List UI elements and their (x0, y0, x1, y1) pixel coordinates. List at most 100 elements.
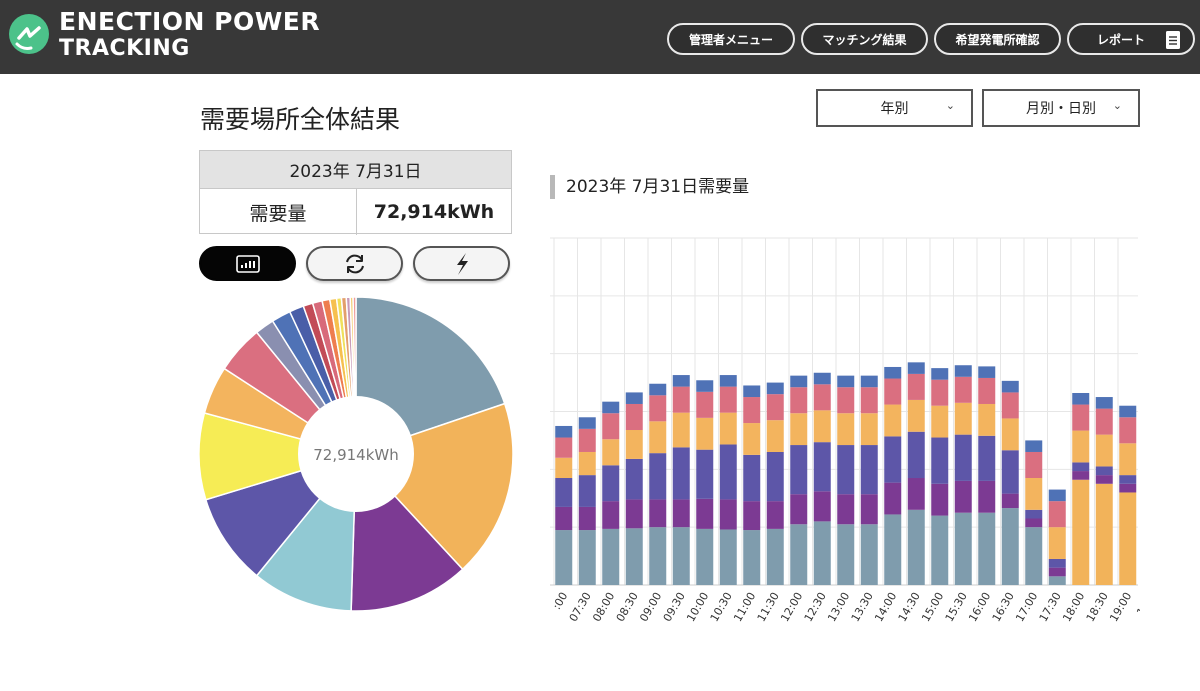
refresh-view-button[interactable] (306, 246, 403, 281)
bar-segment (813, 521, 831, 585)
logo-text[interactable]: ENECTION POWER TRACKING (59, 8, 320, 62)
bar-segment (884, 378, 902, 405)
bar-segment (625, 528, 643, 585)
bar-segment (602, 413, 620, 440)
x-tick-label: 17:00 (1013, 590, 1040, 624)
bar-segment (1048, 567, 1066, 577)
month-day-select-label: 月別・日別 (1026, 101, 1096, 117)
pie-center-hole (298, 396, 414, 512)
nav-admin-menu-button[interactable]: 管理者メニュー (667, 23, 795, 55)
bar-segment (555, 425, 573, 438)
lightning-icon (456, 252, 468, 275)
bar-segment (719, 375, 737, 387)
x-tick-label: 13:30 (849, 590, 876, 624)
bar-segment (696, 380, 714, 392)
year-select-label: 年別 (880, 101, 909, 117)
bar-segment (1119, 475, 1137, 484)
year-select[interactable]: 年別 ⌄ (816, 89, 973, 127)
bar-segment (954, 402, 972, 435)
grid-chart-icon (235, 254, 260, 273)
bar-segment (766, 451, 784, 502)
bar-segment (696, 528, 714, 585)
bar-segment (602, 528, 620, 585)
bar-segment (1048, 558, 1066, 568)
bar-segment (978, 366, 996, 378)
bar-segment (1048, 576, 1066, 585)
bar-segment (719, 499, 737, 530)
bar-segment (625, 499, 643, 529)
bar-segment (766, 420, 784, 452)
bar-segment (649, 499, 667, 528)
power-view-button[interactable] (413, 246, 510, 281)
x-tick-label: 11:30 (755, 590, 782, 624)
bar-segment (766, 501, 784, 529)
bar-segment (555, 478, 573, 507)
bar-segment (555, 506, 573, 531)
x-tick-label: 14:00 (872, 590, 899, 624)
bar-segment (578, 417, 596, 429)
bar-segment (790, 445, 808, 495)
x-tick-label: 11:00 (731, 590, 758, 624)
bar-segment (813, 410, 831, 443)
bar-segment (696, 417, 714, 450)
x-tick-label: 14:30 (896, 590, 923, 624)
bar-segment (1001, 508, 1019, 585)
bar-segment (578, 530, 596, 585)
bar-segment (954, 512, 972, 585)
bar-segment (931, 379, 949, 406)
bar-segment (743, 423, 761, 455)
bar-segment (1001, 392, 1019, 419)
bar-segment (884, 514, 902, 585)
x-tick-label: 09:00 (637, 590, 664, 624)
bar-segment (1095, 397, 1113, 409)
bar-segment (672, 375, 690, 387)
bar-segment (696, 498, 714, 529)
report-document-icon (1166, 31, 1180, 49)
x-tick-label: 09:30 (661, 590, 688, 624)
bar-segment (1072, 471, 1090, 480)
logo-icon[interactable] (9, 14, 49, 54)
bar-segment (907, 509, 925, 585)
bar-segment (1048, 489, 1066, 502)
bar-segment (1072, 462, 1090, 472)
bar-segment (813, 442, 831, 492)
nav-report-button[interactable]: レポート (1067, 23, 1195, 55)
summary-date: 2023年 7月31日 (200, 151, 511, 189)
bar-segment (790, 413, 808, 446)
bar-segment (837, 524, 855, 585)
top-header: ENECTION POWER TRACKING 管理者メニュー マッチング結果 … (0, 0, 1200, 74)
chevron-down-icon: ⌄ (945, 99, 955, 112)
bar-segment (1048, 501, 1066, 528)
nav-matching-result-button[interactable]: マッチング結果 (801, 23, 928, 55)
summary-box: 2023年 7月31日 需要量 72,914kWh (199, 150, 512, 235)
bar-segment (1119, 417, 1137, 444)
bar-segment (602, 401, 620, 414)
bar-segment (1072, 430, 1090, 463)
x-tick-label: 15:30 (943, 590, 970, 624)
bar-segment (884, 482, 902, 515)
bar-segment (1095, 466, 1113, 476)
bar-segment (1025, 527, 1043, 585)
nav-desired-plant-button[interactable]: 希望発電所確認 (934, 23, 1061, 55)
bar-segment (860, 445, 878, 495)
x-tick-label: 13:00 (825, 590, 852, 624)
bar-segment (837, 375, 855, 388)
bar-segment (813, 372, 831, 385)
bar-chart-title: 2023年 7月31日需要量 (550, 175, 749, 199)
bar-segment (625, 392, 643, 404)
bar-segment (1025, 509, 1043, 519)
bar-segment (1001, 493, 1019, 509)
month-day-select[interactable]: 月別・日別 ⌄ (982, 89, 1140, 127)
page-title: 需要場所全体結果 (200, 105, 401, 134)
bar-segment (790, 387, 808, 414)
nav-admin-menu-label: 管理者メニュー (688, 32, 773, 47)
bar-segment (837, 413, 855, 446)
bar-segment (672, 499, 690, 528)
bar-segment (1025, 478, 1043, 510)
chart-view-button[interactable] (199, 246, 296, 281)
bar-segment (602, 465, 620, 502)
bar-segment (1048, 527, 1066, 559)
refresh-icon (345, 254, 364, 273)
bar-segment (860, 387, 878, 414)
bar-segment (602, 501, 620, 529)
